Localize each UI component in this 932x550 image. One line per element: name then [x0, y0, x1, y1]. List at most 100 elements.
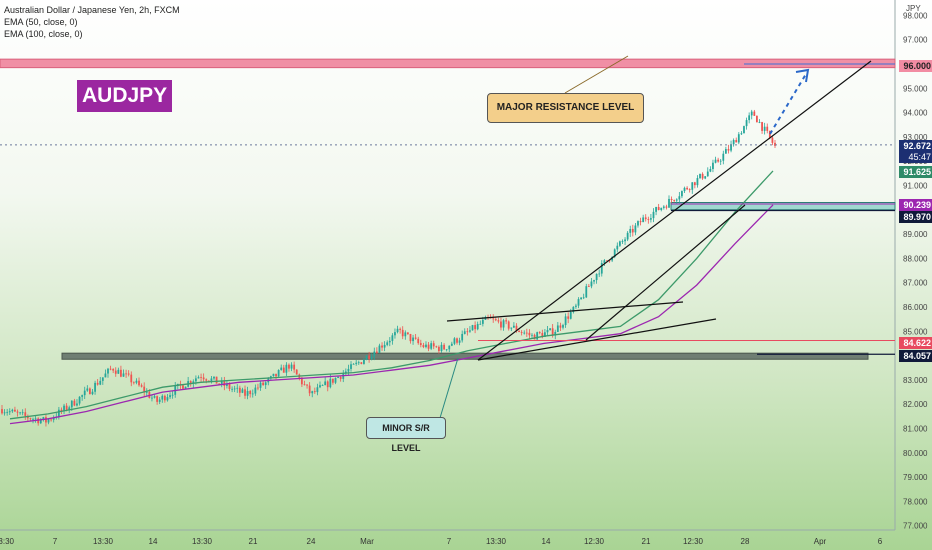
candle-body: [96, 382, 99, 385]
candle-body: [750, 111, 753, 116]
candle-body: [440, 344, 443, 352]
candle-body: [417, 338, 420, 344]
candle-body: [549, 328, 551, 330]
y-tick-label: 88.000: [903, 254, 928, 263]
y-tick-label: 89.000: [903, 230, 928, 239]
candle-body: [696, 178, 699, 186]
y-tick-label: 77.000: [903, 522, 928, 531]
candle-body: [613, 249, 616, 258]
candle-body: [275, 373, 277, 377]
candle-body: [251, 393, 254, 395]
candle-body: [24, 412, 27, 416]
candle-body: [546, 329, 549, 333]
candle-body: [42, 417, 45, 420]
candle-body: [156, 396, 159, 402]
x-tick-label: 7: [53, 537, 58, 546]
candle-body: [730, 144, 732, 151]
candle-body: [337, 376, 339, 378]
candle-body: [448, 345, 451, 350]
candle-body: [443, 344, 445, 350]
candle-body: [368, 355, 371, 359]
x-tick-label: 13:30: [0, 537, 15, 546]
price-tag-resistance: 96.000: [899, 60, 932, 72]
candle-body: [748, 115, 751, 121]
candle-body: [381, 345, 383, 348]
candle-body: [16, 411, 19, 413]
candle-body: [681, 191, 683, 197]
candle-body: [629, 228, 632, 233]
candle-body: [226, 383, 228, 386]
candle-body: [634, 225, 637, 233]
candle-body: [194, 378, 197, 382]
candle-body: [538, 332, 541, 334]
candle-body: [182, 385, 184, 389]
candle-body: [197, 377, 200, 379]
ema100-line: [9, 204, 774, 425]
candle-body: [650, 218, 652, 220]
x-tick-label: 12:30: [683, 537, 704, 546]
candle-body: [306, 384, 308, 386]
candle-body: [288, 364, 290, 369]
candle-body: [774, 142, 776, 146]
candle-body: [500, 321, 502, 328]
candle-body: [140, 385, 143, 387]
candle-body: [88, 388, 91, 395]
candle-body: [719, 160, 722, 162]
candle-body: [652, 211, 655, 219]
y-tick-label: 78.000: [903, 497, 928, 506]
candle-body: [3, 412, 6, 414]
ema100-legend: EMA (100, close, 0): [4, 29, 83, 39]
x-tick-label: 13:30: [192, 537, 213, 546]
candle-body: [326, 381, 329, 388]
y-tick-label: 93.000: [903, 133, 928, 142]
candle-body: [585, 286, 588, 298]
candle-body: [171, 394, 174, 396]
candle-body: [254, 387, 257, 394]
candle-body: [675, 199, 678, 201]
candle-body: [394, 332, 396, 336]
x-tick-label: Apr: [814, 537, 827, 546]
candle-body: [262, 382, 265, 386]
candle-body: [334, 377, 337, 383]
major-resistance-callout: MAJOR RESISTANCE LEVEL: [487, 93, 644, 123]
candle-body: [427, 344, 430, 349]
candle-body: [280, 367, 283, 371]
candle-body: [316, 387, 319, 393]
candle-body: [430, 343, 433, 349]
candle-body: [32, 418, 34, 420]
candle-body: [450, 343, 453, 346]
candle-body: [91, 391, 94, 395]
candle-body: [373, 351, 376, 357]
candle-body: [404, 332, 407, 337]
candle-body: [104, 373, 107, 378]
candle-body: [753, 111, 756, 116]
candle-body: [311, 391, 314, 394]
candle-body: [285, 364, 288, 373]
candle-body: [647, 219, 650, 220]
candle-body: [391, 335, 394, 341]
candle-body: [300, 377, 303, 385]
candle-body: [63, 405, 65, 411]
candle-body: [453, 338, 456, 344]
candle-body: [520, 331, 523, 333]
candle-body: [339, 376, 342, 379]
y-tick-label: 95.000: [903, 84, 928, 93]
candle-body: [686, 187, 689, 190]
candle-body: [117, 369, 120, 374]
candle-body: [135, 380, 138, 383]
candle-body: [466, 331, 469, 333]
candle-body: [207, 380, 210, 382]
price-tag-ema100: 90.239: [899, 199, 932, 211]
candle-body: [184, 386, 187, 389]
candle-body: [143, 386, 146, 393]
candle-body: [68, 407, 71, 410]
candle-body: [52, 417, 55, 420]
candle-body: [169, 395, 171, 398]
candle-body: [70, 400, 73, 408]
candle-body: [213, 376, 215, 379]
candle-body: [603, 260, 606, 264]
candle-body: [624, 239, 626, 242]
price-tag-countdown: 45:47: [899, 151, 932, 163]
